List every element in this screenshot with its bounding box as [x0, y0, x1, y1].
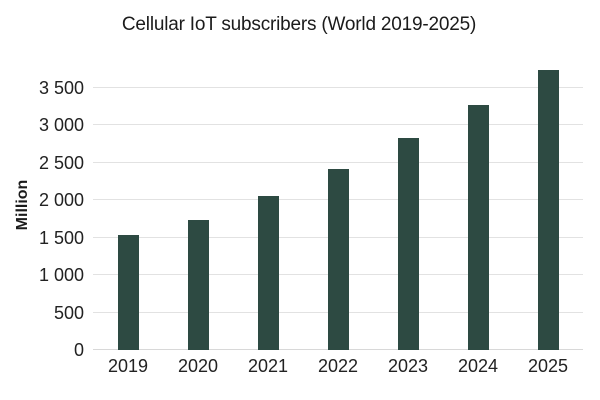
x-tick-label: 2025 — [527, 356, 569, 376]
y-tick-label: 3 500 — [38, 77, 84, 98]
plot-area — [93, 60, 583, 350]
y-axis: 0 500 1 000 1 500 2 000 2 500 3 000 3 500 — [0, 60, 84, 359]
y-tick-label: 3 000 — [38, 115, 84, 136]
y-tick-label: 500 — [53, 302, 84, 323]
bar-2021 — [257, 196, 279, 350]
gridline — [93, 161, 583, 163]
chart-title: Cellular IoT subscribers (World 2019-202… — [121, 14, 477, 35]
bar-2023 — [397, 137, 419, 350]
bar-2019 — [117, 234, 139, 350]
gridline — [93, 86, 583, 88]
gridline — [93, 124, 583, 126]
x-axis: 2019 2020 2021 2022 2023 2024 2025 — [93, 356, 583, 376]
bar-2024 — [467, 104, 489, 350]
x-tick-label: 2019 — [107, 356, 149, 376]
y-tick-label: 2 000 — [38, 190, 84, 211]
x-tick-label: 2020 — [177, 356, 219, 376]
bar-2025 — [537, 69, 559, 350]
bar-2020 — [187, 220, 209, 350]
y-tick-label: 1 500 — [38, 227, 84, 248]
y-tick-label: 1 000 — [38, 265, 84, 286]
bar-2022 — [327, 169, 349, 350]
y-tick-label: 0 — [73, 340, 84, 360]
y-tick-label: 2 500 — [38, 152, 84, 173]
x-tick-label: 2023 — [387, 356, 429, 376]
x-tick-label: 2021 — [247, 356, 289, 376]
x-tick-label: 2024 — [457, 356, 499, 376]
x-tick-label: 2022 — [317, 356, 359, 376]
